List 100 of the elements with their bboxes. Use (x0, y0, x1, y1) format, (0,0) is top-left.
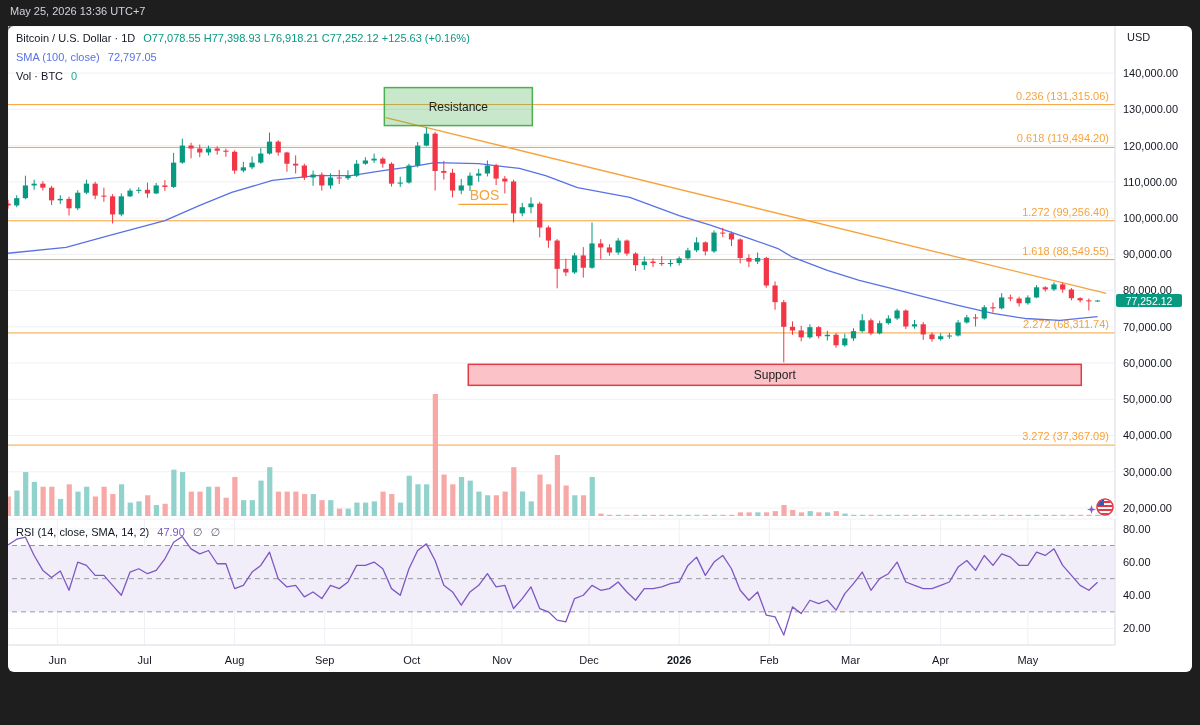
candlestick (528, 196, 534, 214)
candlestick (737, 237, 743, 264)
series-label: RSI (14, close, SMA, 14, 2) (16, 525, 150, 540)
bar (781, 505, 787, 516)
annotation: 72,797.05 (107, 50, 157, 65)
annotation: BOS (469, 187, 500, 204)
candlestick (929, 331, 935, 343)
annotation: ∅ (210, 525, 220, 540)
bar (580, 495, 587, 516)
bar (127, 502, 133, 516)
candlestick (598, 238, 604, 260)
candlestick (406, 163, 412, 185)
y-tick-label: 40,000.00 (1123, 429, 1172, 442)
bar (293, 491, 299, 516)
candlestick (336, 169, 342, 185)
bar (319, 500, 325, 516)
ref-line-label: 1.618 (88,549.55) (1022, 244, 1109, 257)
bar (371, 501, 377, 516)
candlestick (772, 281, 778, 311)
bar (441, 474, 447, 516)
candlestick (345, 169, 351, 181)
candlestick (537, 201, 543, 238)
x-tick-label: Jul (137, 654, 152, 666)
bar (415, 484, 421, 516)
candlestick (711, 229, 717, 254)
candlestick (101, 187, 107, 203)
bar (746, 512, 752, 516)
candlestick (493, 163, 499, 186)
text: Vol · BTC (16, 69, 64, 84)
bar (328, 500, 334, 516)
bar (380, 491, 386, 516)
bar (519, 491, 526, 516)
candlestick (249, 155, 255, 170)
x-tick-label: Mar (841, 654, 861, 666)
x-tick-label: May (1017, 654, 1039, 666)
y-axis-title: USD (1127, 31, 1151, 43)
bar (493, 495, 499, 516)
x-tick-label: 2026 (666, 654, 692, 666)
candlestick (266, 132, 273, 156)
x-tick-label: Feb (759, 654, 779, 666)
bar (249, 500, 255, 516)
bar (485, 495, 491, 516)
bar (336, 508, 343, 516)
bar (467, 480, 473, 516)
text: Bitcoin / U.S. Dollar · 1D (16, 31, 136, 46)
bar (66, 484, 72, 516)
annotation: 47.90 (157, 525, 185, 540)
y-tick-label: 40.00 (1123, 589, 1151, 602)
x-tick-label: Oct (403, 654, 421, 666)
bar (275, 491, 282, 516)
bar (153, 505, 160, 516)
bar (424, 484, 430, 516)
x-tick-label: Jun (48, 654, 67, 666)
bar (563, 485, 569, 516)
x-tick-label: Aug (224, 654, 245, 666)
bar (763, 512, 770, 516)
annotation: Support (753, 367, 797, 382)
bar (363, 502, 369, 516)
bar (31, 481, 38, 516)
bar (110, 494, 116, 516)
bar (502, 491, 508, 516)
y-tick-label: 60.00 (1123, 556, 1151, 569)
bar (14, 490, 20, 516)
ref-line-label: 0.618 (119,494.20) (1016, 132, 1109, 145)
candlestick (859, 313, 865, 334)
bar (188, 491, 194, 516)
y-tick-label: 20.00 (1123, 622, 1151, 635)
x-tick-label: Nov (492, 654, 513, 666)
y-tick-label: 80.00 (1123, 522, 1151, 535)
candlestick (293, 154, 299, 175)
bar (240, 500, 247, 516)
bar (807, 511, 813, 516)
candlestick (746, 253, 752, 268)
y-tick-label: 70,000.00 (1123, 320, 1172, 333)
bar (162, 503, 168, 516)
bar (450, 484, 456, 516)
bar (145, 495, 151, 516)
candlestick (118, 192, 124, 217)
bar (136, 501, 142, 516)
candlestick (388, 161, 395, 188)
bar (772, 511, 778, 516)
bar (825, 512, 831, 516)
bar (554, 455, 561, 516)
y-tick-label: 60,000.00 (1123, 356, 1172, 369)
bar (232, 476, 238, 516)
bar (816, 512, 822, 516)
candlestick (667, 258, 674, 268)
bar (511, 467, 517, 516)
bar (40, 486, 46, 516)
bar (84, 486, 90, 516)
y-tick-label: 120,000.00 (1123, 139, 1179, 152)
candlestick (188, 142, 194, 159)
bar (49, 486, 55, 516)
candlestick (232, 149, 238, 175)
candlestick (467, 171, 473, 192)
bar (101, 486, 107, 516)
y-tick-label: 100,000.00 (1123, 211, 1179, 224)
ref-line-label: 0.236 (131,315.06) (1016, 89, 1109, 102)
bar (406, 475, 412, 516)
bar (528, 501, 534, 516)
